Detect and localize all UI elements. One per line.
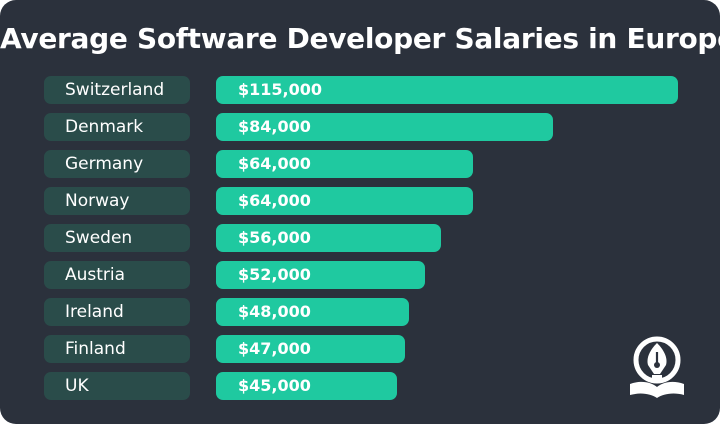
- bar: [216, 113, 553, 141]
- bar: [216, 261, 425, 289]
- bar-value-label: $84,000: [238, 117, 311, 136]
- category-label: Denmark: [44, 113, 190, 141]
- pen-nib-book-icon: [630, 336, 684, 398]
- bar-value-label: $45,000: [238, 376, 311, 395]
- bar-value-label: $48,000: [238, 302, 311, 321]
- bar: [216, 372, 397, 400]
- bar-value-label: $64,000: [238, 191, 311, 210]
- bar: [216, 224, 441, 252]
- bar: [216, 298, 409, 326]
- bar-value-label: $47,000: [238, 339, 311, 358]
- category-label: Ireland: [44, 298, 190, 326]
- category-label: Switzerland: [44, 76, 190, 104]
- category-label: Finland: [44, 335, 190, 363]
- bar: [216, 150, 473, 178]
- category-label: Germany: [44, 150, 190, 178]
- category-label: Sweden: [44, 224, 190, 252]
- bar-value-label: $64,000: [238, 154, 311, 173]
- bar: [216, 76, 678, 104]
- category-label: Austria: [44, 261, 190, 289]
- bar: [216, 335, 405, 363]
- bar-value-label: $56,000: [238, 228, 311, 247]
- category-label: Norway: [44, 187, 190, 215]
- bar-value-label: $52,000: [238, 265, 311, 284]
- category-label: UK: [44, 372, 190, 400]
- bar-value-label: $115,000: [238, 80, 323, 99]
- chart-title: Average Software Developer Salaries in E…: [0, 22, 720, 55]
- bar: [216, 187, 473, 215]
